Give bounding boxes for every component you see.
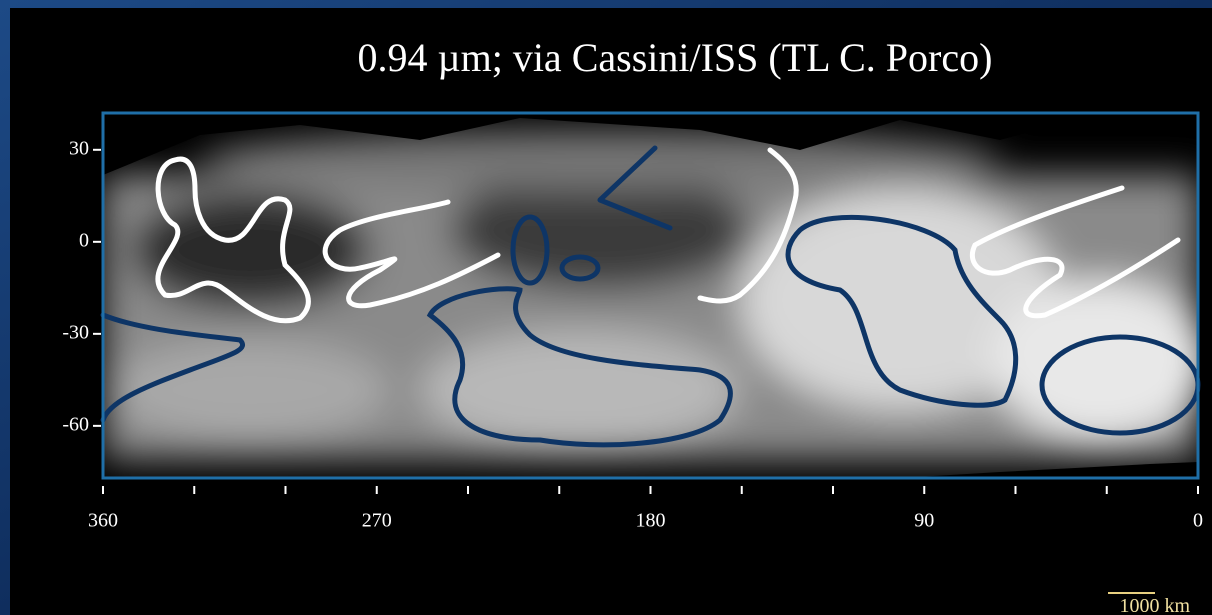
y-tick-label: -60 [62, 413, 89, 435]
y-tick-label: 30 [69, 137, 89, 159]
slide: 0.94 µm; via Cassini/ISS (TL C. Porco) 3… [0, 0, 1212, 615]
y-tick-label: -30 [62, 321, 89, 343]
x-tick-label: 180 [636, 510, 666, 532]
x-tick-label: 0 [1193, 510, 1203, 532]
x-tick-label: 360 [88, 510, 118, 532]
title: 0.94 µm; via Cassini/ISS (TL C. Porco) [358, 35, 993, 80]
scale-label: 1000 km [1119, 595, 1190, 615]
y-tick-label: 0 [79, 229, 89, 251]
map-image [103, 113, 1210, 478]
x-tick-label: 270 [362, 510, 392, 532]
x-tick-label: 90 [914, 510, 934, 532]
page: 0.94 µm; via Cassini/ISS (TL C. Porco) 3… [0, 0, 1212, 615]
